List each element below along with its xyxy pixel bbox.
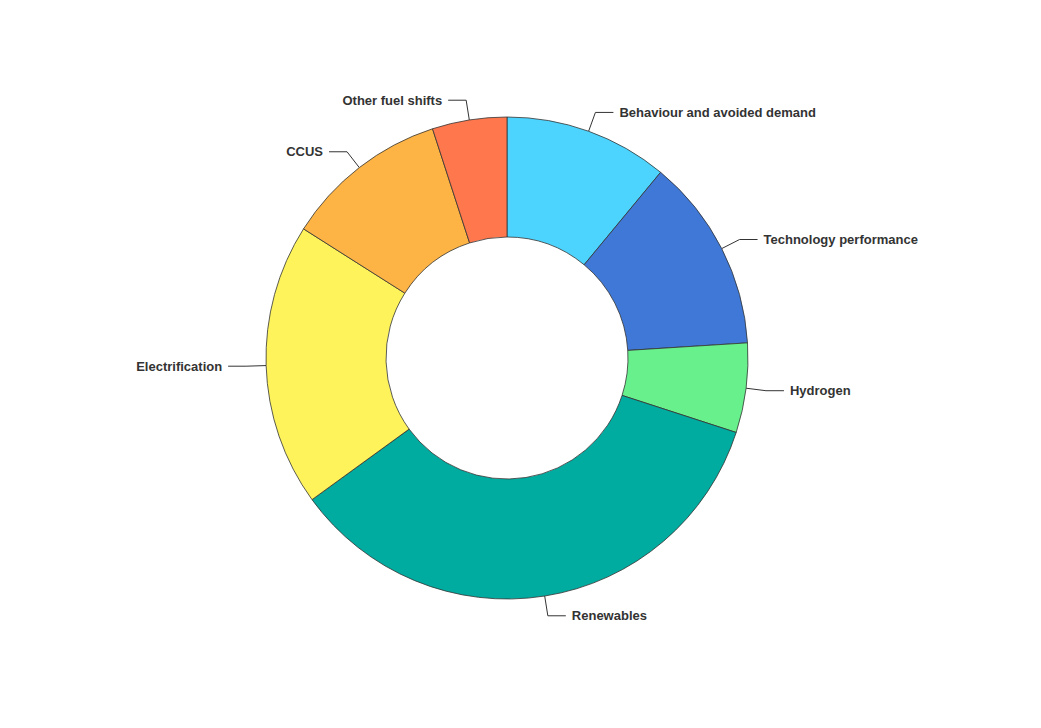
svg-text:Technology performance: Technology performance	[764, 232, 918, 247]
svg-text:Renewables: Renewables	[572, 608, 647, 623]
svg-text:Behaviour and avoided demand: Behaviour and avoided demand	[619, 105, 816, 120]
svg-text:Hydrogen: Hydrogen	[790, 383, 851, 398]
svg-text:CCUS: CCUS	[286, 144, 323, 159]
svg-text:Electrification: Electrification	[136, 359, 222, 374]
svg-text:Other fuel shifts: Other fuel shifts	[342, 93, 442, 108]
